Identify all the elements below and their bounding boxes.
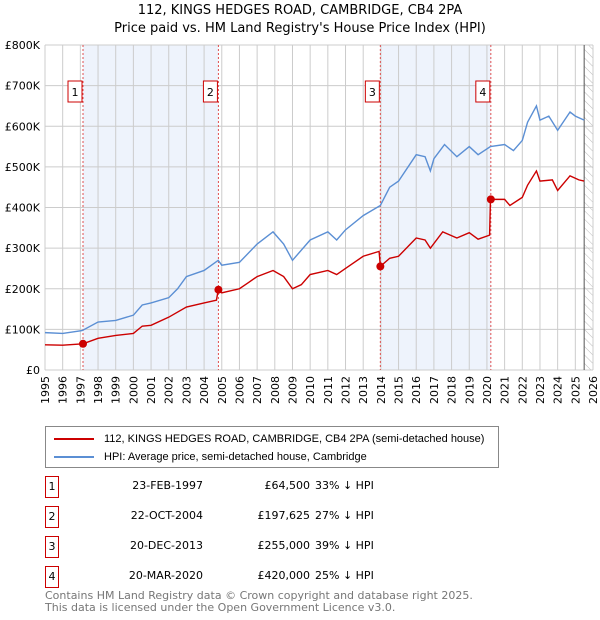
x-tick-label: 2012 [340,376,353,404]
sale-date: 20-MAR-2020 [128,569,203,582]
x-tick-label: 2005 [216,376,229,404]
x-tick-label: 2004 [198,376,211,404]
sale-label-box [202,80,218,103]
sale-hpi-diff: 25% ↓ HPI [315,569,374,582]
sale-date: 22-OCT-2004 [130,509,203,522]
series-line [44,104,585,335]
x-tick-label: 2019 [463,376,476,404]
x-tick-label: 2016 [410,376,423,404]
x-tick-label: 2011 [322,376,335,404]
sale-row: 1 23-FEB-1997 £64,500 33% ↓ HPI [45,476,445,498]
sale-price: £255,000 [257,539,311,552]
y-tick-label: £800K [5,39,41,52]
legend: 112, KINGS HEDGES ROAD, CAMBRIDGE, CB4 2… [45,426,499,468]
sale-hpi-diff: 39% ↓ HPI [315,539,374,552]
x-tick-label: 2024 [552,376,565,404]
sale-row: 4 20-MAR-2020 £420,000 25% ↓ HPI [45,566,445,588]
sale-label: 2 [207,86,214,99]
title-line: 112, KINGS HEDGES ROAD, CAMBRIDGE, CB4 2… [137,3,463,18]
sale-price: £64,500 [264,479,311,492]
y-tick-label: £300K [5,242,41,255]
sale-point [486,195,495,204]
sale-hpi-diff: 33% ↓ HPI [315,479,374,492]
sale-label-box [364,80,380,103]
footer-licence: This data is licensed under the Open Gov… [45,601,396,614]
sale-number: 4 [45,566,59,588]
sale-point [79,339,88,348]
sale-number: 3 [45,536,59,558]
sale-hpi-diff: 27% ↓ HPI [315,509,374,522]
x-tick-label: 2002 [163,376,176,404]
legend-swatch-blue [54,456,94,458]
x-tick-label: 2010 [304,376,317,404]
sale-label: 3 [369,86,376,99]
x-tick-label: 2026 [587,376,600,404]
x-tick-label: 2018 [446,376,459,404]
sale-number: 1 [45,476,59,498]
footer-copyright: Contains HM Land Registry data © Crown c… [45,589,473,602]
y-tick-label: £500K [5,161,41,174]
chart-title: 112, KINGS HEDGES ROAD, CAMBRIDGE, CB4 2… [0,2,600,38]
x-tick-label: 1998 [92,376,105,404]
sale-number: 2 [45,506,59,528]
y-tick-label: £700K [5,80,41,93]
sale-row: 3 20-DEC-2013 £255,000 39% ↓ HPI [45,536,445,558]
x-tick-label: 1995 [39,376,52,404]
x-tick-label: 2000 [127,376,140,404]
sale-row: 2 22-OCT-2004 £197,625 27% ↓ HPI [45,506,445,528]
y-tick-label: £100K [5,323,41,336]
x-tick-label: 2015 [393,376,406,404]
legend-label: 112, KINGS HEDGES ROAD, CAMBRIDGE, CB4 2… [104,433,485,445]
x-tick-label: 2001 [145,376,158,404]
x-tick-label: 2003 [180,376,193,404]
x-tick-label: 2008 [269,376,282,404]
y-tick-label: £400K [5,202,41,215]
sale-price: £197,625 [257,509,311,522]
sale-point [214,285,223,294]
x-tick-label: 2007 [251,376,264,404]
footer: Contains HM Land Registry data © Crown c… [45,590,473,614]
sale-label: 4 [479,86,486,99]
legend-item-property: 112, KINGS HEDGES ROAD, CAMBRIDGE, CB4 2… [54,432,484,446]
x-tick-label: 1996 [57,376,70,404]
y-tick-label: £0 [26,364,40,377]
legend-swatch-red [54,438,94,440]
series-line [44,169,585,346]
sale-date: 20-DEC-2013 [129,539,203,552]
x-tick-label: 2022 [516,376,529,404]
x-tick-label: 2023 [534,376,547,404]
x-tick-label: 1997 [74,376,87,404]
x-tick-label: 2025 [569,376,582,404]
x-tick-label: 2017 [428,376,441,404]
sale-point [376,262,385,271]
legend-label: HPI: Average price, semi-detached house,… [104,451,367,463]
x-tick-label: 2021 [499,376,512,404]
sale-label: 1 [72,86,79,99]
sale-price: £420,000 [257,569,311,582]
sale-label-box [67,80,83,103]
x-tick-label: 1999 [110,376,123,404]
x-tick-label: 2013 [357,376,370,404]
price-chart: 1995 1996 1997 1998 1999 2000 2001 2002 2003 2004… [5,39,600,404]
legend-item-hpi: HPI: Average price, semi-detached house,… [54,450,367,464]
y-tick-label: £600K [5,120,41,133]
x-tick-label: 2009 [286,376,299,404]
sale-date: 23-FEB-1997 [132,479,203,492]
subtitle-line: Price paid vs. HM Land Registry's House … [114,21,486,36]
sale-label-box [475,80,491,103]
x-tick-label: 2006 [233,376,246,404]
x-tick-label: 2014 [375,376,388,404]
y-tick-label: £200K [5,283,41,296]
x-tick-label: 2020 [481,376,494,404]
